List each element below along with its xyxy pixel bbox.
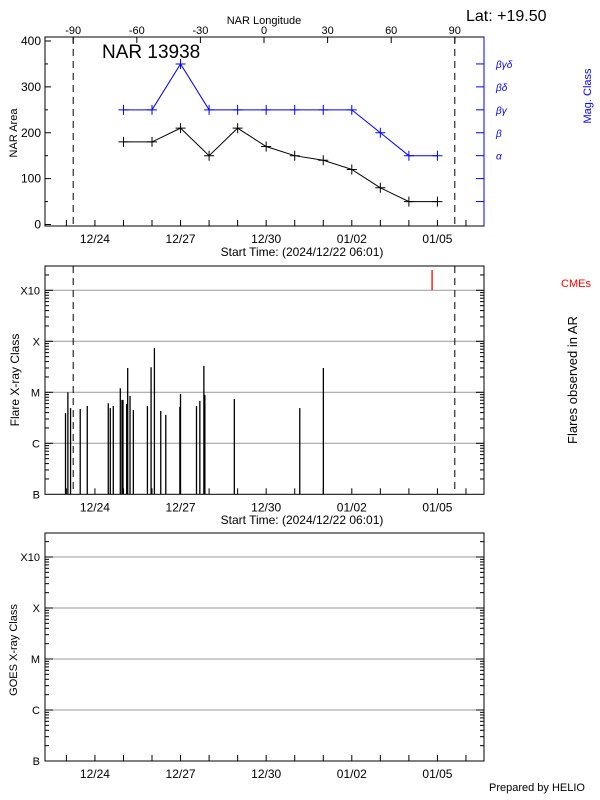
mag-class-label: Mag. Class [582,68,594,124]
x-tick-label: 12/24 [80,500,110,514]
top-ylabel: NAR Area [8,108,20,158]
x-tick-label: 01/02 [337,232,367,246]
mag-class-point [204,104,215,115]
area-line [123,127,438,203]
mag-class-tick-label: βγ [495,106,508,117]
area-point [118,136,129,147]
longitude-tick-label: -60 [129,25,145,37]
y-tick-label: 400 [21,34,41,48]
mag-class-tick-label: βδ [495,83,508,94]
mag-class-line [123,62,438,157]
mid-ylabel: Flare X-ray Class [8,334,22,427]
x-tick-label: 01/05 [422,232,452,246]
y-tick-label: 300 [21,80,41,94]
mid-y2label: Flares observed in AR [565,316,580,444]
y-tick-label: C [32,438,40,450]
y-tick-label: M [31,387,40,399]
longitude-tick-label: 60 [385,25,397,37]
area-point [147,136,158,147]
area-point [403,196,414,207]
area-point [232,123,243,134]
area-point [261,141,272,152]
mag-class-point [118,104,129,115]
area-point [204,150,215,161]
x-tick-label: 01/02 [337,500,367,514]
area-point [289,150,300,161]
mag-class-point [261,104,272,115]
mid-xlabel: Start Time: (2024/12/22 06:01) [221,513,384,527]
y-tick-label: 200 [21,126,41,140]
mag-class-point [403,150,414,161]
area-point [175,123,186,134]
x-tick-label: 01/05 [422,500,452,514]
y-tick-label: B [33,756,40,768]
y-tick-label: M [31,654,40,666]
area-point [432,196,443,207]
longitude-axis-title: NAR Longitude [227,15,302,27]
mag-class-tick-label: βγδ [495,60,513,71]
x-tick-label: 12/24 [80,767,110,781]
mag-class-point [175,58,186,69]
y-tick-label: X [33,603,41,615]
mag-class-point [318,104,329,115]
y-tick-label: X10 [20,285,40,297]
mag-class-tick-label: α [496,152,502,163]
y-tick-label: 0 [34,218,41,232]
x-tick-label: 01/05 [422,767,452,781]
y-tick-label: C [32,705,40,717]
x-tick-label: 12/27 [166,767,196,781]
lat-label: Lat: +19.50 [466,8,547,25]
x-tick-label: 12/30 [251,232,281,246]
mag-class-point [289,104,300,115]
area-point [346,164,357,175]
longitude-tick-label: -30 [192,25,208,37]
y-tick-label: B [33,489,40,501]
mag-class-tick-label: β [495,129,502,140]
longitude-tick-label: 90 [449,25,461,37]
plot-frame [44,532,485,762]
longitude-tick-label: 0 [261,25,267,37]
x-tick-label: 12/27 [166,500,196,514]
plot-frame [44,36,485,227]
cme-label: CMEs [561,278,591,290]
longitude-tick-label: 30 [321,25,333,37]
mag-class-point [147,104,158,115]
ar-title: NAR 13938 [102,42,200,63]
mag-class-point [375,127,386,138]
y-tick-label: 100 [21,172,41,186]
footer-credit: Prepared by HELIO [489,782,585,794]
x-tick-label: 12/30 [251,767,281,781]
x-tick-label: 01/02 [337,767,367,781]
y-tick-label: X10 [20,552,40,564]
bottom-ylabel: GOES X-ray Class [8,604,20,696]
mag-class-point [232,104,243,115]
x-tick-label: 12/27 [166,232,196,246]
mag-class-point [346,104,357,115]
plot-frame [44,265,485,495]
x-tick-label: 12/24 [80,232,110,246]
mag-class-point [432,150,443,161]
x-tick-label: 12/30 [251,500,281,514]
top-xlabel: Start Time: (2024/12/22 06:01) [221,245,384,259]
area-point [318,155,329,166]
area-point [375,182,386,193]
y-tick-label: X [33,336,41,348]
longitude-tick-label: -90 [65,25,81,37]
